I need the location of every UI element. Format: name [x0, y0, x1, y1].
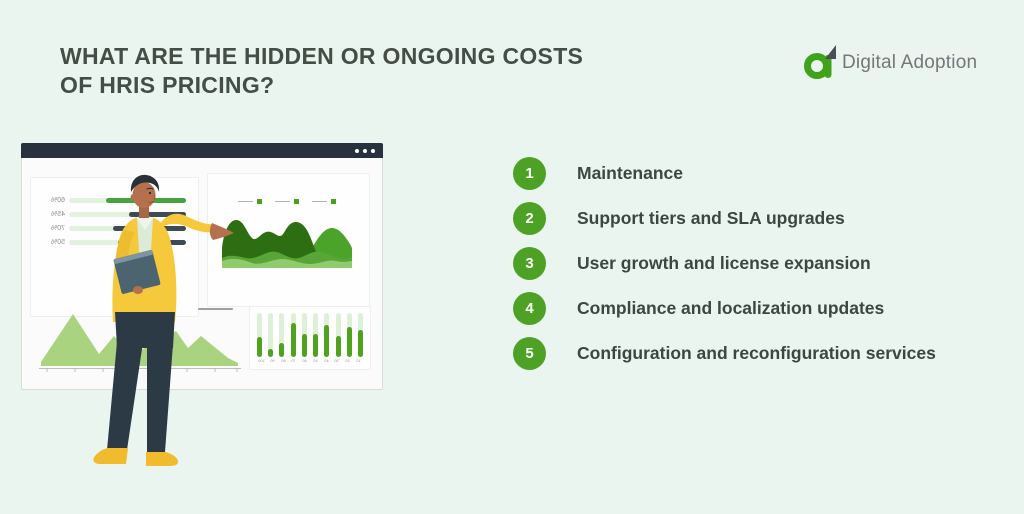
mini-bar-label: 100: [258, 358, 265, 363]
legend-dash-icon: [275, 200, 290, 203]
mini-bar-label: 50: [313, 358, 318, 363]
legend-dash-icon: [312, 200, 327, 203]
mini-bar: [301, 334, 307, 357]
list-item: 4 Compliance and localization updates: [513, 292, 936, 325]
legend-group: [275, 199, 299, 204]
mini-bar-label: 80: [280, 358, 286, 363]
bar-chart-labels: 100 90 80 70 60 50 40 30 20 10: [257, 358, 363, 363]
window-dot-icon: [355, 148, 359, 153]
progress-row: 45%: [45, 210, 198, 219]
mini-bar-track: [257, 313, 262, 357]
brand-logo: Digital Adoption: [801, 45, 977, 81]
window-dot-icon: [363, 148, 367, 153]
progress-track: [69, 212, 186, 217]
mini-bar-label: 30: [334, 358, 340, 363]
mini-bar-track: [313, 313, 319, 357]
list-item: 5 Configuration and reconfiguration serv…: [513, 337, 936, 370]
legend-square-icon: [294, 199, 299, 204]
mini-bar: [335, 335, 341, 357]
progress-label: 70%: [50, 225, 65, 232]
progress-label: 50%: [50, 239, 65, 246]
list-item-label: User growth and license expansion: [577, 253, 871, 273]
legend-group: [238, 199, 262, 204]
list-item: 3 User growth and license expansion: [513, 247, 936, 280]
mini-bar-track: [268, 313, 274, 357]
list-number-badge: 1: [513, 157, 546, 190]
mini-bar-track: [301, 313, 307, 357]
mini-bar-track: [279, 313, 285, 357]
list-number-badge: 5: [513, 337, 546, 370]
mini-bar-label: 70: [291, 358, 297, 363]
mini-bar: [324, 325, 330, 357]
mini-bar: [346, 327, 352, 357]
legend-dash-icon: [238, 200, 253, 203]
mini-bar-track: [335, 313, 341, 357]
list-number-badge: 2: [513, 202, 546, 235]
mini-bar: [313, 334, 319, 357]
list-item: 2 Support tiers and SLA upgrades: [513, 202, 936, 235]
mini-bar-label: 40: [323, 358, 329, 363]
mini-bar: [268, 349, 274, 357]
list-item-label: Configuration and reconfiguration servic…: [577, 343, 936, 363]
mini-bar: [279, 342, 285, 357]
mini-bar-track: [346, 313, 352, 357]
list-item-label: Support tiers and SLA upgrades: [577, 208, 845, 228]
page-title-line2: OF HRIS PRICING?: [60, 72, 275, 98]
mini-bar-track: [324, 313, 330, 357]
presenter-illustration: [93, 174, 234, 466]
page-title: WHAT ARE THE HIDDEN OR ONGOING COSTS OF …: [60, 42, 660, 100]
area-chart-legend: [238, 199, 336, 204]
legend-square-icon: [257, 199, 262, 204]
legend-square-icon: [331, 199, 336, 204]
digital-adoption-icon: [804, 45, 836, 79]
page-title-line1: WHAT ARE THE HIDDEN OR ONGOING COSTS: [60, 43, 584, 69]
list-number-badge: 4: [513, 292, 546, 325]
progress-label: 45%: [50, 211, 65, 218]
mini-bar: [357, 329, 363, 357]
mini-bar: [257, 337, 262, 357]
window-dot-icon: [371, 148, 375, 153]
list-number-badge: 3: [513, 247, 546, 280]
area-chart: [222, 220, 352, 268]
mini-bar: [290, 322, 296, 357]
mini-bar-label: 60: [302, 358, 307, 363]
legend-group: [312, 199, 336, 204]
progress-bar: [128, 212, 186, 217]
list-item-label: Maintenance: [577, 163, 683, 183]
mini-bar-label: 10: [356, 358, 361, 363]
mini-bar-track: [357, 313, 363, 357]
list-item-label: Compliance and localization updates: [577, 298, 885, 318]
progress-label: 60%: [50, 197, 65, 204]
mini-bar-label: 20: [345, 358, 350, 363]
list-item: 1 Maintenance: [513, 157, 936, 190]
mini-bar-label: 90: [270, 358, 275, 363]
bar-chart-panel: 100 90 80 70 60 50 40 30 20 10: [249, 306, 371, 370]
brand-name: Digital Adoption: [842, 52, 978, 73]
divider-dash: [198, 308, 233, 310]
hidden-costs-list: 1 Maintenance 2 Support tiers and SLA up…: [513, 157, 936, 382]
mini-bar-track: [290, 313, 296, 357]
area-chart-panel: [207, 173, 370, 307]
window-titlebar: [21, 143, 383, 158]
bar-chart: [257, 313, 363, 357]
